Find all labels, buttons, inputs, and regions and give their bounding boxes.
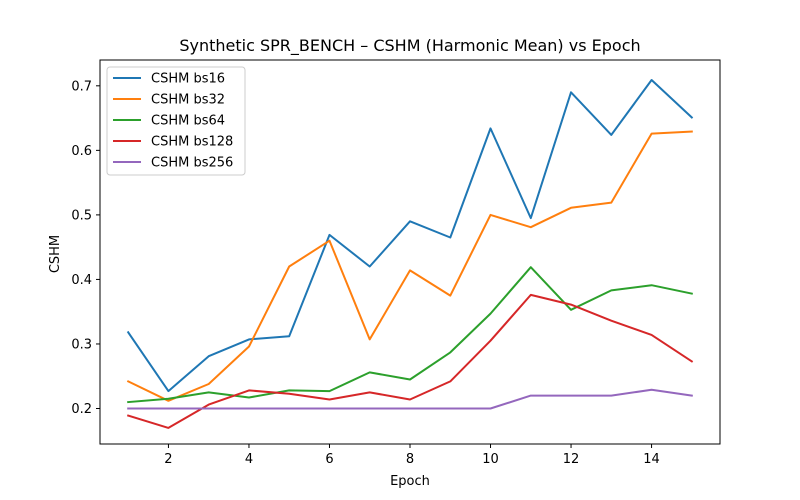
series-line-3	[126, 293, 694, 429]
series-line-2	[127, 266, 693, 404]
y-tick-label: 0.4	[71, 273, 92, 288]
legend: CSHM bs16 CSHM bs32 CSHM bs64 CSHM bs128 CSH…	[106, 66, 246, 176]
legend-label-4: CSHM bs256	[151, 156, 233, 171]
chart-title: Synthetic SPR_BENCH – CSHM (Harmonic Mea…	[179, 36, 640, 56]
x-tick-label: 2	[164, 452, 172, 467]
series-line-1	[126, 130, 693, 402]
plot-area	[99, 59, 721, 445]
x-tick-label: 8	[406, 452, 414, 467]
legend-label-3: CSHM bs128	[151, 135, 233, 150]
x-tick-label: 10	[482, 452, 499, 467]
series-line-4	[127, 388, 693, 410]
y-axis-label: CSHM	[48, 235, 63, 273]
x-tick-label: 14	[643, 452, 660, 467]
x-tick-label: 6	[325, 452, 333, 467]
y-tick-label: 0.2	[71, 402, 92, 417]
y-tick-label: 0.7	[71, 79, 92, 94]
legend-label-0: CSHM bs16	[151, 72, 225, 87]
legend-label-1: CSHM bs32	[151, 93, 225, 108]
y-tick-label: 0.6	[71, 144, 92, 159]
series-line-0	[126, 79, 694, 393]
x-axis: 2 4 6 8 10 12 14	[164, 444, 660, 467]
legend-box	[106, 66, 246, 176]
y-axis: 0.2 0.3 0.4 0.5 0.6 0.7	[71, 79, 100, 417]
x-axis-label: Epoch	[390, 474, 430, 489]
y-tick-label: 0.3	[71, 337, 92, 352]
y-tick-label: 0.5	[71, 208, 92, 223]
x-tick-label: 4	[245, 452, 253, 467]
x-tick-label: 12	[563, 452, 580, 467]
legend-label-2: CSHM bs64	[151, 114, 225, 129]
